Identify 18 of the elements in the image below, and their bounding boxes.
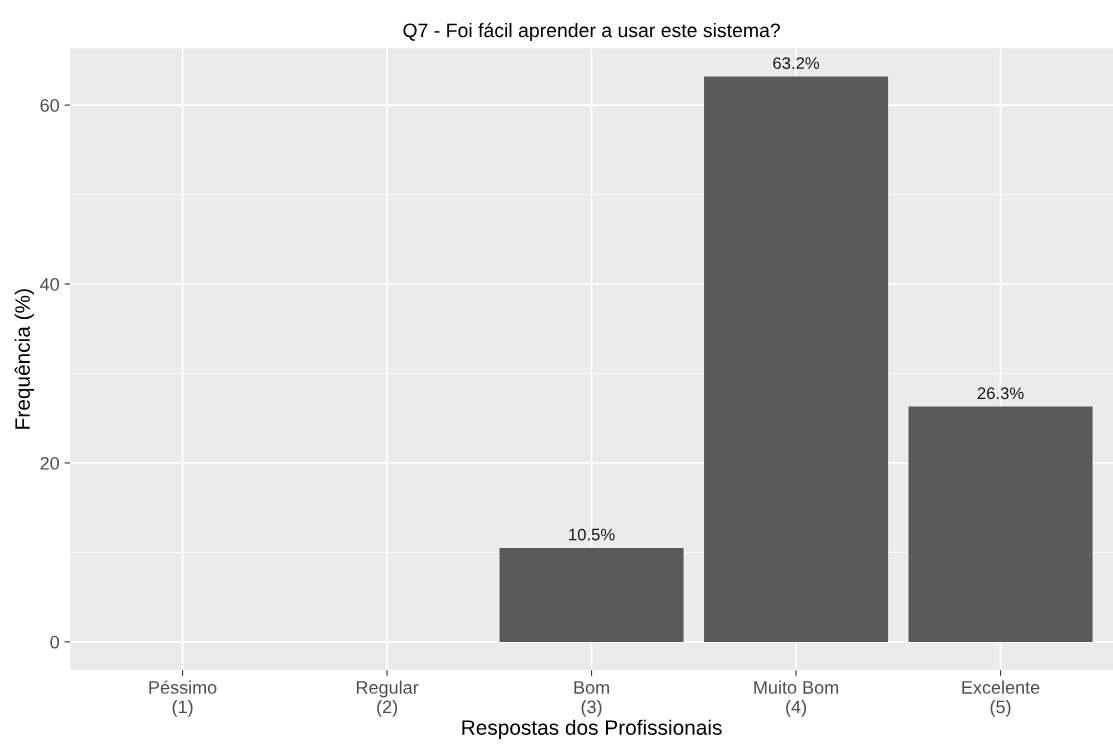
chart-title: Q7 - Foi fácil aprender a usar este sistema? xyxy=(403,22,780,42)
y-tick-label: 20 xyxy=(40,456,59,470)
y-tick-label: 40 xyxy=(40,277,59,291)
y-axis-title: Frequência (%) xyxy=(14,289,35,429)
x-tick-label: Excelente (5) xyxy=(962,680,1040,717)
x-tick-label: Regular (2) xyxy=(356,680,419,717)
x-tick-label: Péssimo (1) xyxy=(149,680,217,717)
data-label: 10.5% xyxy=(569,528,615,541)
bar xyxy=(704,76,889,642)
x-tick-label: Muito Bom (4) xyxy=(754,680,838,717)
y-tick-label: 0 xyxy=(50,635,59,649)
bar xyxy=(499,547,684,642)
data-label: 63.2% xyxy=(773,57,820,69)
bar xyxy=(908,406,1093,642)
x-axis-title: Respostas dos Profissionais xyxy=(462,719,722,740)
x-tick-label: Bom (3) xyxy=(574,681,609,717)
data-label: 26.3% xyxy=(977,387,1024,400)
y-tick-label: 60 xyxy=(40,99,59,112)
